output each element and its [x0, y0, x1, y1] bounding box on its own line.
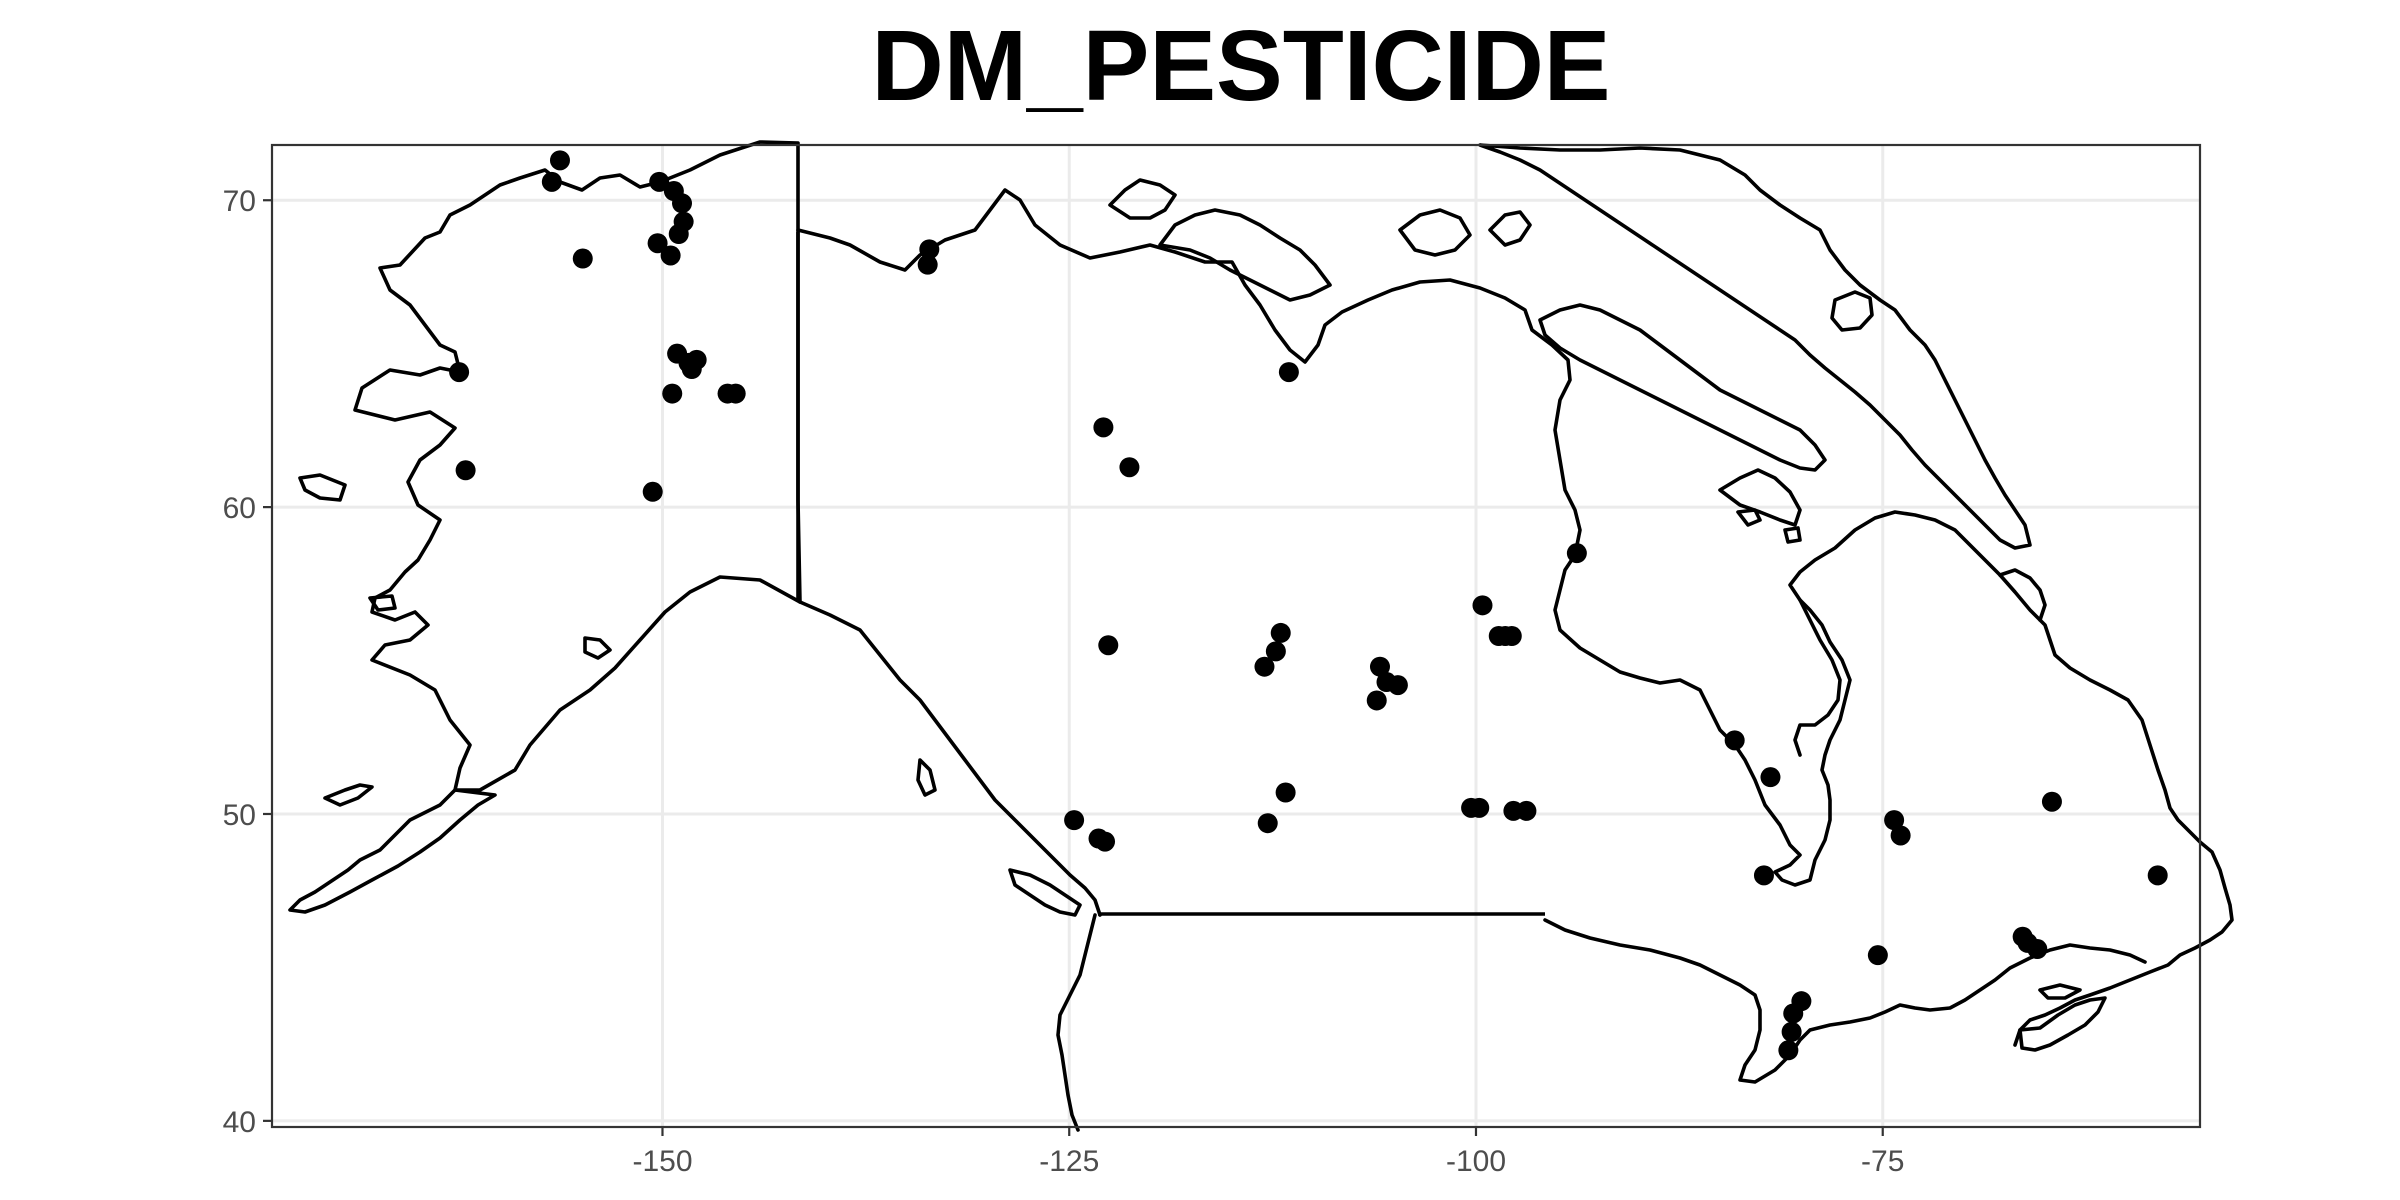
ellesmere-island: [1478, 143, 2032, 550]
data-point: [2041, 791, 2062, 812]
banks-island: [1108, 178, 1177, 220]
data-point: [1566, 543, 1587, 564]
data-point: [1753, 865, 1774, 886]
bc-coast: [798, 600, 1102, 917]
y-tick-label: 50: [223, 799, 256, 832]
map-outlines: [288, 140, 2234, 1132]
data-point: [1472, 595, 1493, 616]
data-point: [549, 150, 570, 171]
data-point: [449, 362, 470, 383]
data-point: [642, 481, 663, 502]
belcher-island: [1736, 508, 1762, 527]
data-point: [1516, 800, 1537, 821]
melville-island: [1488, 210, 1532, 247]
data-point: [2147, 865, 2168, 886]
data-point: [681, 359, 702, 380]
data-point: [668, 223, 689, 244]
data-point: [1783, 1003, 1804, 1024]
data-point: [455, 460, 476, 481]
data-point: [2027, 939, 2048, 960]
island-2: [298, 473, 347, 502]
data-point: [1265, 641, 1286, 662]
data-point: [1366, 690, 1387, 711]
data-point: [672, 193, 693, 214]
somerset-island: [1398, 208, 1472, 257]
data-point: [649, 171, 670, 192]
y-tick-label: 40: [223, 1106, 256, 1139]
data-point: [1867, 945, 1888, 966]
data-point: [725, 383, 746, 404]
james-bay: [1793, 598, 1842, 757]
data-point: [1270, 622, 1291, 643]
vancouver-island: [1008, 868, 1082, 917]
island-1: [583, 636, 612, 660]
island-3: [368, 594, 397, 612]
data-point: [1501, 626, 1522, 646]
alaska-coastline: [353, 140, 802, 792]
x-tick-label: -125: [1039, 1145, 1099, 1178]
data-point: [1119, 457, 1140, 478]
x-tick-label: -100: [1446, 1145, 1506, 1178]
data-point: [1469, 797, 1490, 818]
haida-gwaii: [916, 758, 937, 797]
y-tick-label: 70: [223, 185, 256, 218]
baffin-island: [1538, 303, 1827, 472]
data-point: [1890, 825, 1911, 846]
data-point: [917, 254, 938, 275]
data-point: [1275, 782, 1296, 803]
data-point: [662, 383, 683, 404]
data-point: [660, 245, 681, 266]
data-point: [1781, 1021, 1802, 1042]
chart-title: DM_PESTICIDE: [871, 10, 1610, 122]
data-points: [449, 150, 2168, 1061]
nova-scotia: [2018, 996, 2107, 1052]
data-point: [919, 239, 940, 260]
great-lakes-coast: [1543, 918, 2147, 1084]
small-island: [1783, 526, 1802, 544]
panel-border: [270, 143, 2202, 1129]
data-point: [1278, 362, 1299, 383]
y-tick-label: 60: [223, 492, 256, 525]
data-point: [647, 233, 668, 254]
data-point: [1778, 1040, 1799, 1061]
data-point: [1098, 635, 1119, 656]
grid-lines: [272, 145, 2200, 1127]
x-tick-label: -150: [632, 1145, 692, 1178]
pei: [2038, 983, 2082, 1000]
data-point: [1095, 831, 1116, 852]
data-point: [1064, 810, 1085, 831]
data-point: [541, 171, 562, 192]
data-point: [1369, 656, 1390, 677]
victoria-island: [1158, 208, 1332, 302]
canada-coastline: [796, 188, 2234, 1047]
data-point: [1257, 813, 1278, 834]
axes: -150 -125 -100 -75 40 50 60 70: [223, 143, 2202, 1178]
data-point: [1387, 675, 1408, 696]
us-west-coast: [1056, 913, 1097, 1132]
data-point: [1254, 656, 1275, 677]
data-point: [1760, 767, 1781, 788]
data-point: [1724, 730, 1745, 751]
data-point: [572, 248, 593, 269]
data-point: [1093, 417, 1114, 438]
data-point: [1884, 810, 1905, 831]
aleutian-islands: [323, 783, 374, 807]
alaska-peninsula: [288, 788, 497, 914]
x-tick-label: -75: [1861, 1145, 1904, 1178]
baffin-lake: [1830, 290, 1874, 332]
newfoundland: [1998, 568, 2047, 622]
